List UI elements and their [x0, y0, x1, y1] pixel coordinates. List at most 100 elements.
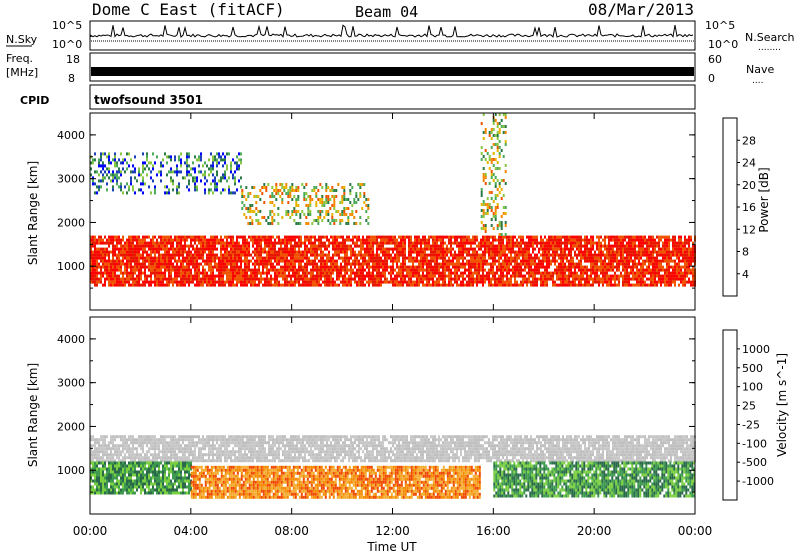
data-cell: [206, 283, 208, 287]
data-cell: [524, 280, 526, 284]
data-cell: [182, 262, 184, 266]
data-cell: [692, 280, 694, 284]
data-cell: [126, 277, 128, 281]
data-cell: [186, 268, 188, 272]
data-cell: [112, 176, 114, 180]
data-cell: [294, 253, 296, 257]
data-cell: [486, 238, 488, 242]
data-cell: [644, 280, 646, 284]
data-cell: [174, 238, 176, 242]
data-cell: [628, 247, 630, 251]
data-cell: [166, 256, 168, 260]
data-cell: [294, 259, 296, 263]
data-cell: [246, 241, 248, 245]
data-cell: [196, 277, 198, 281]
data-cell: [382, 250, 384, 254]
data-cell: [652, 256, 654, 260]
data-cell: [612, 262, 614, 266]
data-cell: [554, 244, 556, 248]
data-cell: [306, 265, 308, 269]
data-cell: [248, 268, 250, 272]
data-cell: [638, 247, 640, 251]
data-cell: [180, 241, 182, 245]
data-cell: [396, 274, 398, 278]
data-cell: [530, 256, 532, 260]
data-cell: [428, 271, 430, 275]
data-cell: [408, 259, 410, 263]
data-cell: [576, 238, 578, 242]
data-cell: [626, 280, 628, 284]
data-cell: [222, 274, 224, 278]
data-cell: [332, 265, 334, 269]
data-cell: [606, 250, 608, 254]
data-cell: [162, 238, 164, 242]
data-cell: [526, 280, 528, 284]
data-cell: [262, 268, 264, 272]
data-cell: [468, 253, 470, 257]
data-cell: [354, 274, 356, 278]
data-cell: [276, 256, 278, 260]
data-cell: [287, 201, 290, 204]
data-cell: [532, 280, 534, 284]
data-cell: [210, 250, 212, 254]
data-cell: [248, 250, 250, 254]
data-cell: [132, 265, 134, 269]
data-cell: [420, 238, 422, 242]
data-cell: [412, 259, 414, 263]
data-cell: [333, 204, 336, 207]
data-cell: [174, 259, 176, 263]
data-cell: [114, 277, 116, 281]
data-cell: [255, 201, 258, 204]
data-cell: [118, 283, 120, 287]
data-cell: [456, 241, 458, 245]
data-cell: [335, 210, 338, 213]
data-cell: [382, 241, 384, 245]
data-cell: [347, 198, 350, 201]
data-cell: [470, 280, 472, 284]
data-cell: [305, 216, 308, 219]
data-cell: [374, 277, 376, 281]
data-cell: [476, 283, 478, 287]
data-cell: [144, 247, 146, 251]
data-cell: [438, 235, 440, 239]
power-data-cells: [90, 113, 696, 287]
data-cell: [402, 274, 404, 278]
data-cell: [432, 253, 434, 257]
data-cell: [380, 271, 382, 275]
data-cell: [332, 268, 334, 272]
data-cell: [580, 250, 582, 254]
data-cell: [368, 283, 370, 287]
data-cell: [112, 262, 114, 266]
data-cell: [228, 268, 230, 272]
data-cell: [410, 259, 412, 263]
data-cell: [616, 238, 618, 242]
data-cell: [94, 268, 96, 272]
data-cell: [668, 277, 670, 281]
data-cell: [270, 235, 272, 239]
data-cell: [350, 271, 352, 275]
data-cell: [682, 253, 684, 257]
data-cell: [618, 250, 620, 254]
data-cell: [596, 268, 598, 272]
data-cell: [150, 256, 152, 260]
data-cell: [360, 238, 362, 242]
data-cell: [510, 256, 512, 260]
data-cell: [400, 244, 402, 248]
data-cell: [252, 250, 254, 254]
data-cell: [90, 265, 92, 269]
data-cell: [150, 244, 152, 248]
data-cell: [120, 173, 122, 177]
data-cell: [686, 265, 688, 269]
data-cell: [490, 235, 492, 239]
data-cell: [333, 207, 336, 210]
data-cell: [236, 274, 238, 278]
data-cell: [384, 271, 386, 275]
data-cell: [220, 259, 222, 263]
data-cell: [478, 280, 480, 284]
data-cell: [274, 280, 276, 284]
data-cell: [106, 250, 108, 254]
data-cell: [192, 176, 194, 180]
data-cell: [330, 235, 332, 239]
data-cell: [670, 259, 672, 263]
data-cell: [322, 280, 324, 284]
